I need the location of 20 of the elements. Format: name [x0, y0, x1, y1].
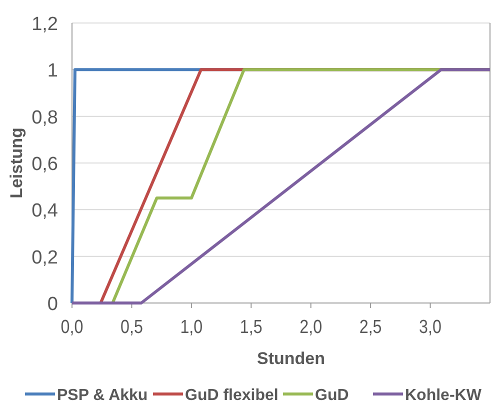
- x-axis-title: Stunden: [257, 349, 325, 368]
- y-tick-label: 0,8: [32, 107, 58, 128]
- legend-label: PSP & Akku: [57, 387, 148, 404]
- x-tick-label: 1,0: [180, 316, 203, 338]
- x-tick-label: 1,5: [240, 316, 263, 338]
- x-tick-label: 3,0: [419, 316, 442, 338]
- y-tick-label: 1: [47, 60, 58, 82]
- y-tick-label: 0,2: [32, 247, 58, 268]
- y-axis-title: Leistung: [7, 128, 26, 198]
- x-tick-label: 2,5: [359, 316, 382, 338]
- legend-label: GuD flexibel: [185, 387, 278, 404]
- legend-label: Kohle-KW: [405, 387, 482, 404]
- y-tick-label: 0,4: [32, 200, 58, 222]
- y-tick-label: 0: [47, 294, 58, 315]
- legend-label: GuD: [315, 387, 349, 404]
- x-tick-label: 0,5: [120, 316, 144, 338]
- x-tick-label: 0,0: [60, 316, 84, 338]
- y-tick-label: 1,2: [32, 14, 58, 35]
- y-tick-label: 0,6: [32, 154, 58, 175]
- x-tick-label: 2,0: [300, 316, 322, 338]
